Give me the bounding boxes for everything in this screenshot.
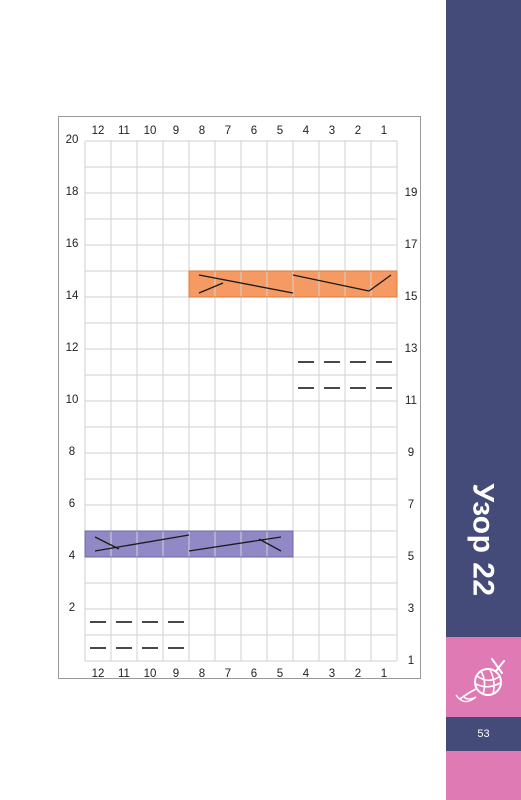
column-label-bottom: 4: [303, 668, 310, 678]
row-label-right: 13: [405, 343, 418, 355]
column-label-top: 6: [251, 125, 257, 137]
column-label-bottom: 10: [144, 668, 157, 678]
row-label-right: 1: [408, 655, 414, 667]
column-label-bottom: 9: [173, 668, 179, 678]
pattern-title-text: Узор 22: [467, 483, 500, 597]
column-label-bottom: 8: [199, 668, 205, 678]
cable-border-row-15: [188, 270, 398, 298]
row-label-left: 2: [69, 602, 75, 614]
column-label-bottom: 1: [381, 668, 387, 678]
cable-symbol-line: [188, 536, 282, 552]
column-label-bottom: 6: [251, 668, 257, 678]
row-label-left: 12: [66, 342, 79, 354]
column-label-top: 7: [225, 125, 231, 137]
row-label-right: 11: [405, 395, 417, 407]
column-label-bottom: 2: [355, 668, 361, 678]
cable-symbol-line: [198, 282, 224, 294]
row-label-right: 3: [408, 603, 414, 615]
cable-symbol-line: [258, 538, 282, 552]
column-label-top: 8: [199, 125, 205, 137]
row-label-left: 8: [69, 446, 75, 458]
row-label-left: 16: [66, 238, 79, 250]
column-label-bottom: 7: [225, 668, 231, 678]
row-label-right: 7: [408, 499, 414, 511]
column-label-top: 4: [303, 125, 310, 137]
column-label-top: 1: [381, 125, 387, 137]
cable-symbol-line: [368, 274, 392, 292]
column-label-top: 3: [329, 125, 335, 137]
row-label-left: 20: [66, 134, 79, 146]
cable-symbol-line: [198, 274, 294, 294]
row-label-right: 17: [405, 239, 418, 251]
row-label-right: 9: [408, 447, 414, 459]
column-label-top: 2: [355, 125, 361, 137]
cable-symbol-line: [292, 274, 370, 292]
row-label-right: 19: [405, 187, 418, 199]
column-label-top: 5: [277, 125, 283, 137]
row-label-left: 4: [69, 550, 76, 562]
cable-symbol-line: [94, 534, 190, 552]
row-label-right: 15: [405, 291, 418, 303]
column-label-top: 9: [173, 125, 179, 137]
row-label-left: 18: [66, 186, 79, 198]
column-label-top: 10: [144, 125, 157, 137]
row-label-left: 6: [69, 498, 75, 510]
knitting-chart: 12 12 11 11 10 10 9 9 8 8 7 7 6 6 5 5 4 4 3 3 2 2 1 1 20 18 16 14 12…: [58, 116, 421, 679]
column-label-top: 11: [118, 125, 130, 137]
row-label-left: 14: [66, 290, 79, 302]
logo-box: [446, 637, 521, 717]
page-number: 53: [477, 728, 490, 740]
row-label-left: 10: [66, 394, 79, 406]
bottom-accent: [446, 751, 521, 800]
cable-border-row-5: [84, 530, 294, 558]
yarn-ball-needles-icon: [455, 658, 505, 703]
column-label-top: 12: [92, 125, 105, 137]
column-label-bottom: 11: [118, 668, 130, 678]
row-label-right: 5: [408, 551, 414, 563]
chart-grid: 1212111110109988776655443322112018161412…: [66, 125, 418, 678]
pattern-title: Узор 22: [448, 455, 518, 625]
column-label-bottom: 5: [277, 668, 283, 678]
column-label-bottom: 12: [92, 668, 105, 678]
column-label-bottom: 3: [329, 668, 335, 678]
